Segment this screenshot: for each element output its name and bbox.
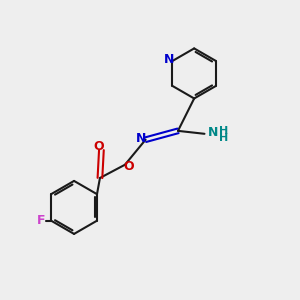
Text: H: H bbox=[219, 126, 228, 136]
Text: N: N bbox=[164, 53, 174, 66]
Text: F: F bbox=[37, 214, 46, 227]
Text: O: O bbox=[93, 140, 104, 153]
Text: H: H bbox=[219, 133, 228, 143]
Text: O: O bbox=[123, 160, 134, 173]
Text: N: N bbox=[136, 132, 146, 145]
Text: N: N bbox=[208, 126, 218, 139]
